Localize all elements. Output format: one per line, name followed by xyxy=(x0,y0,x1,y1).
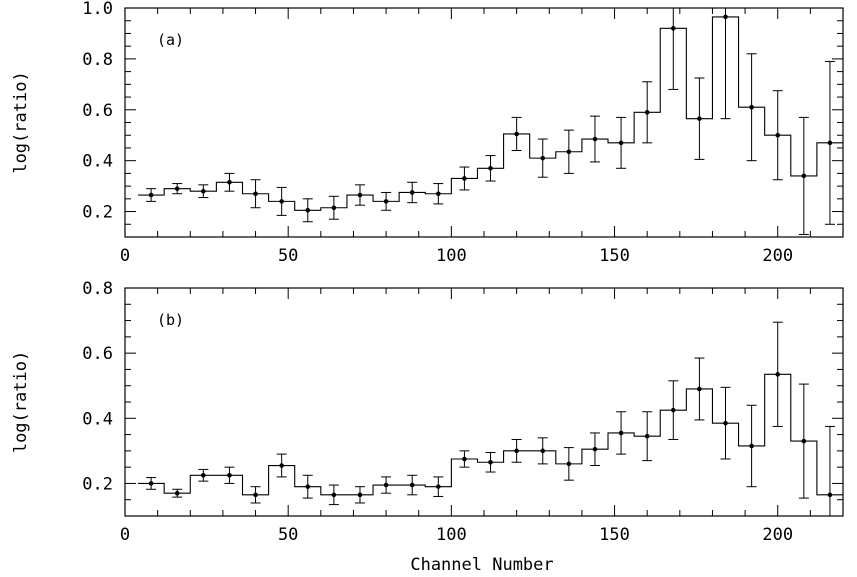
x-tick-label: 200 xyxy=(762,246,793,266)
data-point xyxy=(540,155,546,161)
x-tick-label: 50 xyxy=(278,246,298,266)
data-point xyxy=(514,131,519,137)
data-point xyxy=(801,438,807,444)
data-point xyxy=(436,484,441,489)
x-axis-title: Channel Number xyxy=(410,555,553,575)
data-point xyxy=(148,192,154,198)
data-point xyxy=(462,176,467,181)
data-point xyxy=(279,463,284,468)
y-tick-label: 0.6 xyxy=(82,101,113,121)
panel-label: (b) xyxy=(157,311,184,329)
data-point xyxy=(566,149,572,155)
data-point xyxy=(670,407,676,413)
data-point xyxy=(592,136,598,142)
x-tick-label: 100 xyxy=(436,246,467,266)
data-point xyxy=(644,433,650,439)
data-point xyxy=(201,472,206,478)
data-point xyxy=(383,482,389,488)
x-tick-label: 50 xyxy=(278,525,298,545)
data-point xyxy=(227,179,232,185)
data-point xyxy=(488,166,493,171)
data-point xyxy=(775,132,781,138)
y-tick-label: 0.6 xyxy=(82,344,113,364)
y-tick-label: 1.0 xyxy=(82,0,113,19)
x-tick-label: 0 xyxy=(120,246,130,266)
x-tick-label: 150 xyxy=(599,246,630,266)
data-point xyxy=(331,492,337,498)
data-point xyxy=(331,205,337,211)
step-line xyxy=(138,373,843,496)
data-point xyxy=(357,492,363,498)
plot-frame xyxy=(124,7,844,238)
panel-b: 0 50 100 150 200 0.2 0.4 0.6 0.8 log(ratio) (b) xyxy=(11,279,844,545)
data-point xyxy=(801,173,807,179)
data-point xyxy=(436,191,441,197)
y-tick-label: 0.4 xyxy=(82,152,113,172)
data-group xyxy=(138,8,843,235)
data-point xyxy=(723,420,728,426)
data-point xyxy=(253,492,258,498)
data-point xyxy=(148,481,154,486)
data-point xyxy=(618,430,624,436)
data-point xyxy=(749,443,754,449)
data-point xyxy=(357,192,363,198)
data-point xyxy=(305,207,311,213)
data-point xyxy=(174,186,180,191)
data-point xyxy=(775,372,781,377)
y-tick-label: 0.8 xyxy=(82,50,113,70)
data-point xyxy=(462,456,467,462)
x-tick-label: 200 xyxy=(762,525,793,545)
x-tick-label: 150 xyxy=(599,525,630,545)
data-point xyxy=(644,110,650,115)
data-point xyxy=(670,26,676,31)
data-point xyxy=(253,191,258,197)
data-point xyxy=(827,140,833,146)
data-point xyxy=(409,482,415,488)
y-tick-label: 0.8 xyxy=(82,279,113,299)
data-group xyxy=(138,321,843,516)
data-point xyxy=(279,199,284,204)
y-tick-label: 0.2 xyxy=(82,203,113,223)
data-point xyxy=(514,448,519,454)
data-point xyxy=(618,140,624,146)
plot-frame xyxy=(124,287,844,517)
data-point xyxy=(827,492,833,498)
y-axis-title: log(ratio) xyxy=(11,71,31,173)
data-point xyxy=(749,104,754,110)
y-tick-label: 0.4 xyxy=(82,409,113,429)
data-point xyxy=(723,14,728,20)
data-point xyxy=(383,199,389,204)
x-tick-label: 0 xyxy=(120,525,130,545)
data-point xyxy=(227,472,232,478)
data-point xyxy=(409,190,415,195)
data-point xyxy=(174,490,180,496)
data-point xyxy=(592,446,598,452)
y-axis-title: log(ratio) xyxy=(11,351,31,453)
data-point xyxy=(697,386,702,392)
x-tick-label: 100 xyxy=(436,525,467,545)
data-point xyxy=(540,448,546,454)
panel-a: 0 50 100 150 200 0.2 0.4 0.6 0.8 1.0 log(ratio) (a) xyxy=(11,0,844,266)
y-tick-label: 0.2 xyxy=(82,474,113,494)
data-point xyxy=(305,484,311,489)
data-point xyxy=(566,461,572,467)
data-point xyxy=(697,116,702,121)
data-point xyxy=(488,459,493,465)
data-point xyxy=(201,188,206,194)
panel-label: (a) xyxy=(157,31,184,49)
